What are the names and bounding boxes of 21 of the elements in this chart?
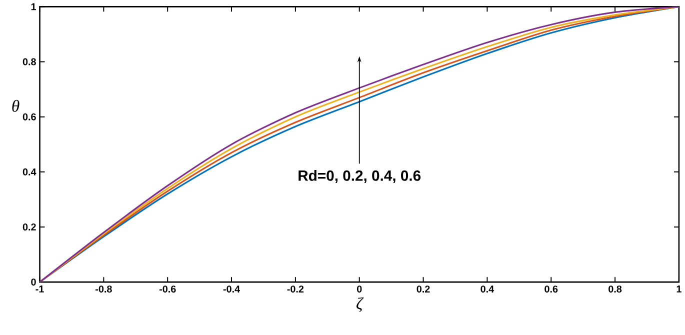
x-tick-label: 0.4 bbox=[480, 286, 494, 293]
x-tick-label: 0.6 bbox=[544, 286, 558, 293]
line-series bbox=[40, 6, 679, 282]
x-tick-label: -0.4 bbox=[223, 286, 240, 293]
y-tick-label: 1 bbox=[31, 3, 36, 10]
y-axis-title: θ bbox=[12, 100, 20, 112]
y-tick-label: 0.4 bbox=[22, 168, 36, 176]
x-tick-label: -0.6 bbox=[159, 286, 176, 293]
annotation: Rd=0, 0.2, 0.4, 0.6 bbox=[298, 170, 421, 184]
y-tick-label: 0.6 bbox=[22, 113, 36, 120]
x-tick-label: 0 bbox=[356, 286, 362, 293]
y-tick-label: 0 bbox=[31, 278, 36, 286]
x-tick-label: 1 bbox=[676, 286, 682, 292]
x-tick-label: -0.8 bbox=[96, 286, 112, 293]
x-axis-title: ζ bbox=[356, 298, 364, 312]
x-tick-label: -1 bbox=[36, 286, 44, 292]
x-tick-label: 0.8 bbox=[608, 286, 622, 293]
x-tick-label: 0.2 bbox=[416, 286, 430, 293]
y-tick-label: 0.2 bbox=[22, 224, 36, 231]
x-tick-label: -0.2 bbox=[287, 286, 304, 293]
y-tick-label: 0.8 bbox=[22, 58, 36, 66]
